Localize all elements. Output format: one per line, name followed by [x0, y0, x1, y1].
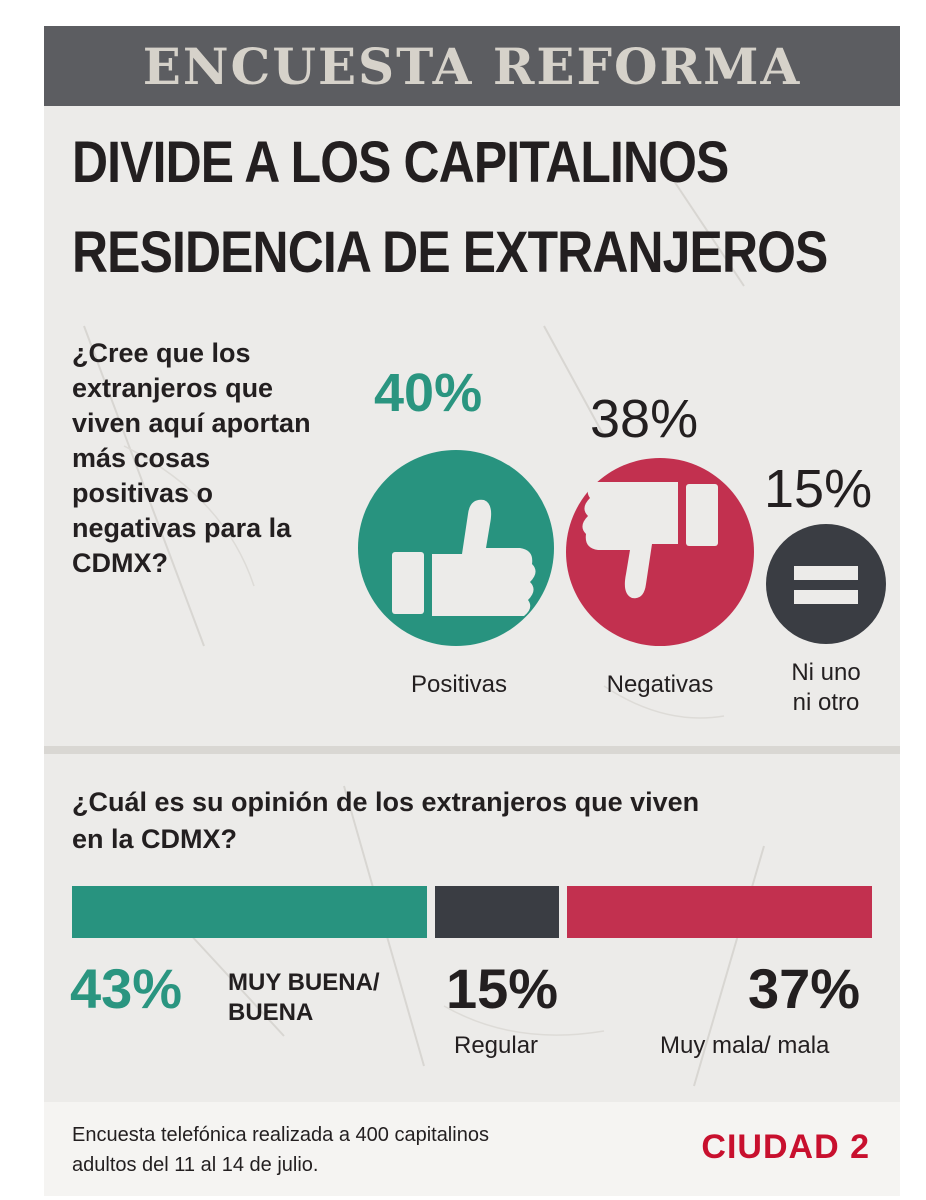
header-title: ENCUESTA REFORMA [142, 36, 802, 96]
headline: DIVIDE A LOS CAPITALINOS RESIDENCIA DE E… [72, 118, 828, 298]
survey-note: Encuesta telefónica realizada a 400 capi… [72, 1124, 489, 1176]
headline-line-2: RESIDENCIA DE EXTRANJEROS [72, 220, 828, 285]
category-label-negativas: Negativas [606, 671, 714, 698]
thumbs-up-icon [392, 499, 536, 616]
headline-line-1: DIVIDE A LOS CAPITALINOS [72, 130, 729, 195]
category-label-mala: Muy mala/ mala [660, 1032, 830, 1059]
positivas-circle [358, 450, 554, 646]
equals-icon [794, 566, 858, 604]
value-label-positivas: 40% [374, 363, 483, 423]
bar-segment-mala [567, 886, 872, 938]
value-label-buena: 43% [70, 957, 183, 1020]
question-2: ¿Cuál es su opinión de los extranjeros q… [72, 787, 700, 854]
value-label-mala: 37% [748, 957, 861, 1020]
footer: Encuesta telefónica realizada a 400 capi… [44, 1102, 900, 1196]
value-label-negativas: 38% [590, 389, 699, 449]
opinion-stacked-bar [72, 886, 872, 940]
negativas-circle [566, 458, 754, 646]
bar-segment-regular [435, 886, 559, 938]
section-divider [44, 746, 900, 754]
category-label-buena: MUY BUENA/BUENA [228, 969, 380, 1026]
category-label-regular: Regular [454, 1032, 539, 1059]
category-label-positivas: Positivas [410, 671, 508, 698]
category-label-ni-uno: Ni uno ni otro [791, 659, 861, 716]
value-label-ni-uno: 15% [764, 459, 873, 519]
value-label-regular: 15% [446, 957, 559, 1020]
bar-segment-buena [72, 886, 427, 938]
ni-uno-circle [766, 524, 886, 644]
section-tag: CIUDAD 2 [701, 1128, 870, 1166]
thumbs-down-icon [582, 482, 718, 599]
header-banner: ENCUESTA REFORMA [44, 26, 900, 106]
question-1: ¿Cree que los extranjeros que viven aquí… [72, 338, 311, 578]
infographic-card: ENCUESTA REFORMA DIVIDE A LOS CAPITALINO… [44, 26, 900, 1196]
